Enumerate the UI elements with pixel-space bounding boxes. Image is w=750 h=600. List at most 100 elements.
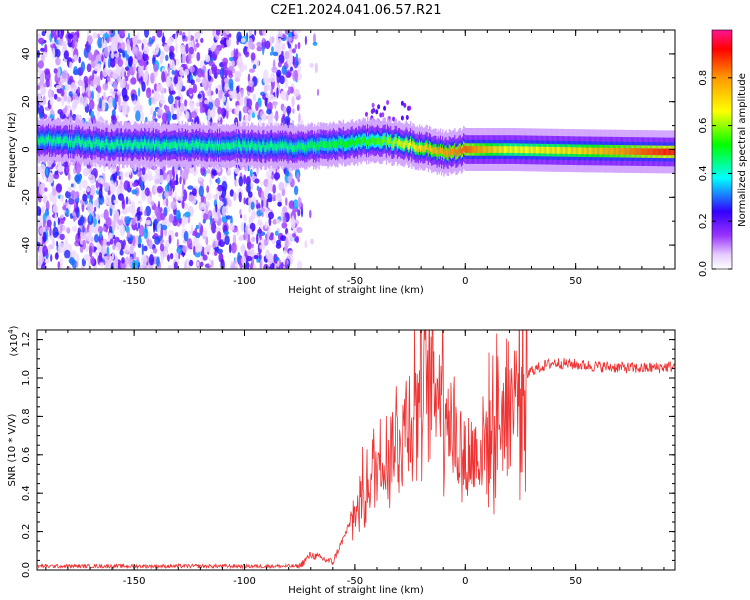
burst-speck (386, 100, 390, 105)
ridge-cell (193, 143, 196, 150)
ridge-cell (112, 141, 114, 149)
ridge-cell (76, 138, 79, 146)
noise-speck (234, 262, 239, 269)
ridge-cell (367, 135, 369, 142)
noise-speck (144, 189, 147, 196)
ridge-cell (414, 144, 416, 152)
noise-speck (71, 193, 74, 199)
ridge-cell (410, 139, 412, 146)
ridge-cell (165, 142, 167, 150)
noise-speck (228, 65, 235, 71)
noise-speck (41, 169, 45, 180)
ridge-cell (262, 141, 264, 149)
noise-speck (53, 68, 58, 74)
noise-speck (274, 101, 277, 110)
ridge-cell (147, 142, 149, 149)
ridge-cell (135, 139, 137, 147)
noise-speck (185, 43, 189, 55)
ridge-cell (229, 143, 231, 151)
noise-speck (196, 51, 201, 62)
noise-speck (95, 251, 98, 257)
ridge-cell (106, 138, 108, 146)
ridge-cell (227, 142, 230, 150)
ridge-cell (533, 146, 536, 154)
ridge-cell (493, 146, 496, 153)
noise-speck (54, 212, 58, 223)
ridge-cell (394, 137, 396, 144)
noise-speck (87, 259, 91, 269)
ridge-cell (141, 141, 144, 149)
ridge-cell (328, 141, 330, 149)
ridge-cell (186, 142, 188, 149)
ridge-cell (56, 136, 59, 143)
ridge-cell (50, 136, 52, 144)
noise-speck (204, 227, 208, 238)
noise-speck (224, 235, 230, 246)
noise-speck (153, 222, 156, 233)
noise-speck (42, 194, 48, 204)
noise-speck (189, 66, 195, 73)
ridge-cell (108, 143, 111, 151)
ridge-cell (469, 146, 472, 153)
ridge-cell (519, 146, 521, 153)
noise-speck (150, 72, 155, 84)
noise-speck (285, 258, 288, 269)
ridge-cell (376, 135, 379, 143)
noise-speck (56, 241, 59, 247)
noise-speck (69, 75, 74, 83)
noise-speck (86, 187, 91, 193)
ridge-cell (500, 146, 502, 153)
noise-speck (216, 177, 221, 185)
ridge-cell (412, 141, 414, 148)
ridge-cell (460, 148, 463, 156)
noise-speck (272, 196, 276, 202)
ridge-cell (455, 150, 457, 157)
noise-speck (175, 58, 180, 66)
ridge-cell (432, 147, 434, 155)
noise-speck (175, 209, 181, 221)
noise-speck (262, 45, 265, 56)
noise-speck (312, 41, 318, 46)
ridge-cell (347, 139, 349, 147)
noise-speck (43, 51, 48, 58)
ridge-cell (373, 138, 375, 146)
burst-speck (372, 107, 376, 113)
noise-speck (284, 50, 290, 60)
noise-speck (98, 187, 103, 199)
ridge-cell (390, 136, 392, 144)
burst-speck (392, 116, 396, 122)
ridge-cell (225, 141, 228, 149)
noise-speck (215, 227, 222, 233)
noise-speck (156, 185, 163, 194)
noise-speck (220, 67, 224, 79)
noise-speck (199, 101, 203, 107)
noise-speck (131, 217, 136, 226)
noise-speck (252, 263, 257, 269)
noise-speck (248, 191, 253, 198)
ridge-cell (517, 146, 519, 153)
ridge-cell (214, 141, 217, 149)
noise-speck (199, 105, 204, 114)
ridge-cell (532, 146, 534, 154)
noise-speck (131, 58, 138, 65)
ridge-cell (240, 144, 242, 151)
noise-speck (238, 55, 243, 64)
noise-speck (142, 72, 148, 83)
noise-speck (167, 94, 174, 105)
noise-speck (161, 35, 166, 44)
noise-speck (199, 261, 204, 267)
burst-speck (375, 109, 379, 115)
noise-speck (191, 188, 197, 197)
noise-speck (219, 39, 226, 45)
noise-speck (92, 32, 98, 39)
noise-speck (176, 110, 180, 122)
noise-speck (55, 183, 63, 193)
ridge-cell (283, 143, 285, 151)
ridge-cell (136, 141, 138, 149)
ridge-cell (160, 143, 162, 151)
ridge-cell (444, 149, 446, 157)
ridge-cell (545, 146, 548, 154)
noise-speck (138, 71, 144, 79)
noise-speck (246, 176, 249, 184)
ridge-cell (435, 147, 437, 154)
